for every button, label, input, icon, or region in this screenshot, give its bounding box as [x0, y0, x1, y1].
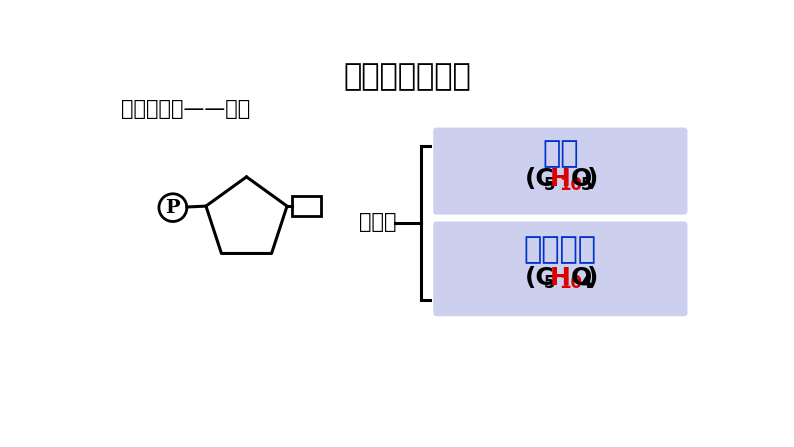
FancyBboxPatch shape — [434, 127, 688, 215]
Text: O: O — [571, 167, 592, 191]
FancyBboxPatch shape — [434, 222, 688, 316]
Text: (C: (C — [525, 167, 554, 191]
Text: ): ) — [587, 266, 598, 290]
Text: （二）种类——单糖: （二）种类——单糖 — [121, 99, 250, 119]
Text: 五碳糖: 五碳糖 — [360, 211, 397, 232]
Text: H: H — [549, 167, 570, 191]
Text: O: O — [571, 266, 592, 290]
Text: 脱氧核糖: 脱氧核糖 — [524, 235, 597, 264]
Text: P: P — [166, 198, 180, 217]
Text: (C: (C — [525, 266, 554, 290]
Bar — [291, 197, 321, 216]
Text: ): ) — [587, 167, 598, 191]
Text: 核糖: 核糖 — [542, 139, 579, 168]
Text: H: H — [549, 266, 570, 290]
Text: 5: 5 — [544, 176, 555, 194]
Text: 一、细胞中的糖: 一、细胞中的糖 — [343, 62, 471, 91]
Text: 10: 10 — [559, 274, 582, 292]
Text: 10: 10 — [559, 176, 582, 194]
Text: 5: 5 — [580, 176, 592, 194]
Text: 5: 5 — [544, 274, 555, 292]
Text: 4: 4 — [580, 274, 592, 292]
